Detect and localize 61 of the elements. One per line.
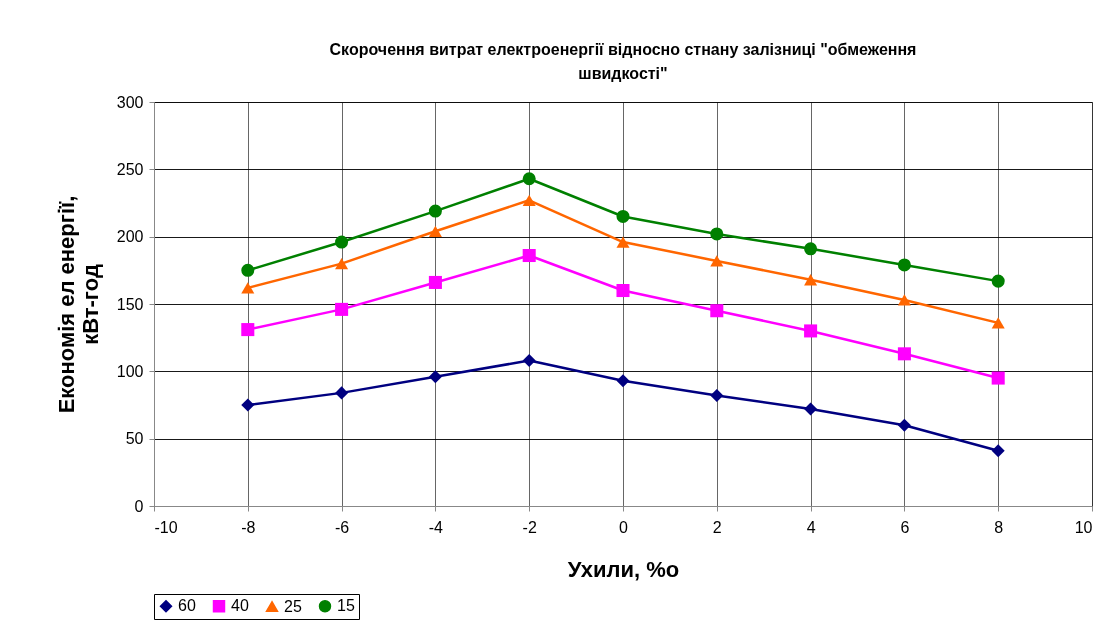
point	[710, 255, 724, 267]
y-tick-label: 50	[125, 430, 144, 448]
legend-label: 60	[178, 597, 196, 615]
x-tick-label: 0	[619, 518, 629, 536]
point	[522, 354, 536, 368]
point	[710, 304, 724, 318]
point	[616, 236, 630, 248]
point	[522, 194, 536, 206]
chart-title: Скорочення витрат електроенергії відносно стнану залізниці "обмеження швидкості"	[329, 41, 917, 82]
point	[897, 347, 911, 361]
point	[241, 398, 255, 412]
point	[991, 371, 1005, 385]
point	[804, 402, 818, 416]
point	[804, 324, 818, 338]
legend-label: 25	[284, 597, 302, 615]
point	[335, 386, 349, 400]
point	[991, 274, 1005, 288]
point	[804, 274, 818, 286]
point	[335, 235, 349, 249]
point	[241, 323, 255, 337]
x-tick-label: 2	[712, 518, 722, 536]
x-tick-label: 10	[1074, 518, 1093, 536]
y-tick-label: 100	[116, 362, 144, 380]
x-tick-label: -8	[241, 518, 256, 536]
legend-label: 40	[231, 597, 249, 615]
x-tick-label: -10	[154, 518, 178, 536]
point	[897, 258, 911, 272]
y-tick-label: 0	[134, 497, 144, 515]
y-tick-label: 250	[116, 160, 144, 178]
point	[522, 172, 536, 186]
x-tick-label: 8	[994, 518, 1004, 536]
point	[616, 284, 630, 298]
point	[897, 294, 911, 306]
point	[991, 317, 1005, 329]
point	[616, 374, 630, 388]
point	[804, 242, 818, 256]
point	[991, 444, 1005, 458]
x-axis-title: Ухили, %о	[567, 556, 680, 582]
y-tick-label: 300	[116, 93, 144, 111]
point	[335, 302, 349, 316]
point	[241, 282, 255, 294]
point	[522, 249, 536, 263]
point	[710, 389, 724, 403]
point	[428, 370, 442, 384]
x-tick-label: 6	[900, 518, 910, 536]
point	[710, 227, 724, 241]
legend-label: 15	[337, 597, 355, 615]
point	[241, 263, 255, 277]
point	[428, 225, 442, 237]
x-tick-label: -4	[428, 518, 444, 536]
x-tick-label: 4	[806, 518, 816, 536]
y-axis-title: Економія ел енергії, кВт-год	[53, 195, 103, 414]
y-tick-label: 150	[116, 295, 144, 313]
point	[616, 209, 630, 223]
y-tick-label: 200	[116, 228, 144, 246]
point	[335, 257, 349, 270]
point	[897, 418, 911, 432]
point	[428, 204, 442, 218]
point	[428, 275, 442, 289]
x-tick-label: -2	[522, 518, 537, 536]
x-tick-label: -6	[334, 518, 350, 536]
